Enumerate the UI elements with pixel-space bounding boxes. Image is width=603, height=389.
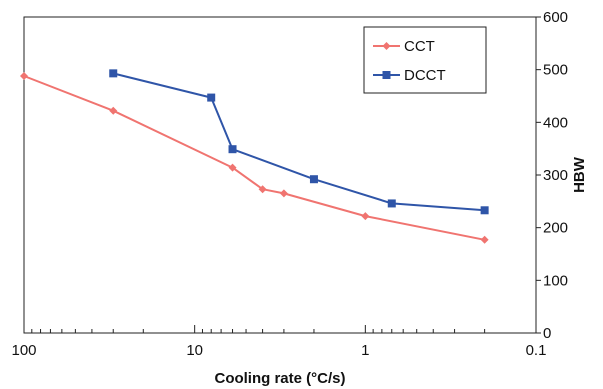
data-point-cct xyxy=(109,106,118,115)
legend: CCT DCCT xyxy=(363,26,487,94)
x-tick-label: 0.1 xyxy=(526,342,547,359)
y-tick-label: 600 xyxy=(543,9,568,26)
data-point-dcct xyxy=(309,175,318,184)
y-tick-label: 500 xyxy=(543,62,568,79)
y-tick-label: 300 xyxy=(543,167,568,184)
data-point-dcct xyxy=(228,145,237,154)
y-tick-label: 0 xyxy=(543,325,551,342)
y-tick-label: 200 xyxy=(543,220,568,237)
x-tick-label: 1 xyxy=(361,342,369,359)
data-point-cct xyxy=(20,71,28,80)
data-point-cct xyxy=(228,163,237,172)
legend-marker-cct xyxy=(382,42,391,50)
legend-label-cct: CCT xyxy=(404,38,435,55)
y-axis: 0 100 200 300 400 500 600 xyxy=(536,9,568,342)
data-point-dcct xyxy=(387,199,396,208)
y-tick-label: 100 xyxy=(543,272,568,289)
series-line-dcct xyxy=(112,72,485,212)
data-point-dcct xyxy=(480,206,489,215)
data-point-cct xyxy=(279,189,288,198)
legend-box xyxy=(363,26,487,94)
data-point-cct xyxy=(361,212,370,221)
x-tick-label: 100 xyxy=(11,342,36,359)
data-point-dcct xyxy=(207,93,216,102)
data-point-cct xyxy=(258,185,267,194)
y-axis-title: HBW xyxy=(571,156,588,193)
data-point-cct xyxy=(480,235,489,244)
legend-label-dcct: DCCT xyxy=(404,67,446,84)
x-axis: 100 10 1 0.1 xyxy=(11,325,546,359)
data-point-dcct xyxy=(109,69,118,78)
x-axis-title: Cooling rate (°C/s) xyxy=(214,370,345,387)
x-tick-label: 10 xyxy=(186,342,203,359)
series-layer xyxy=(20,69,489,244)
legend-marker-dcct xyxy=(382,71,391,79)
y-tick-label: 400 xyxy=(543,114,568,131)
